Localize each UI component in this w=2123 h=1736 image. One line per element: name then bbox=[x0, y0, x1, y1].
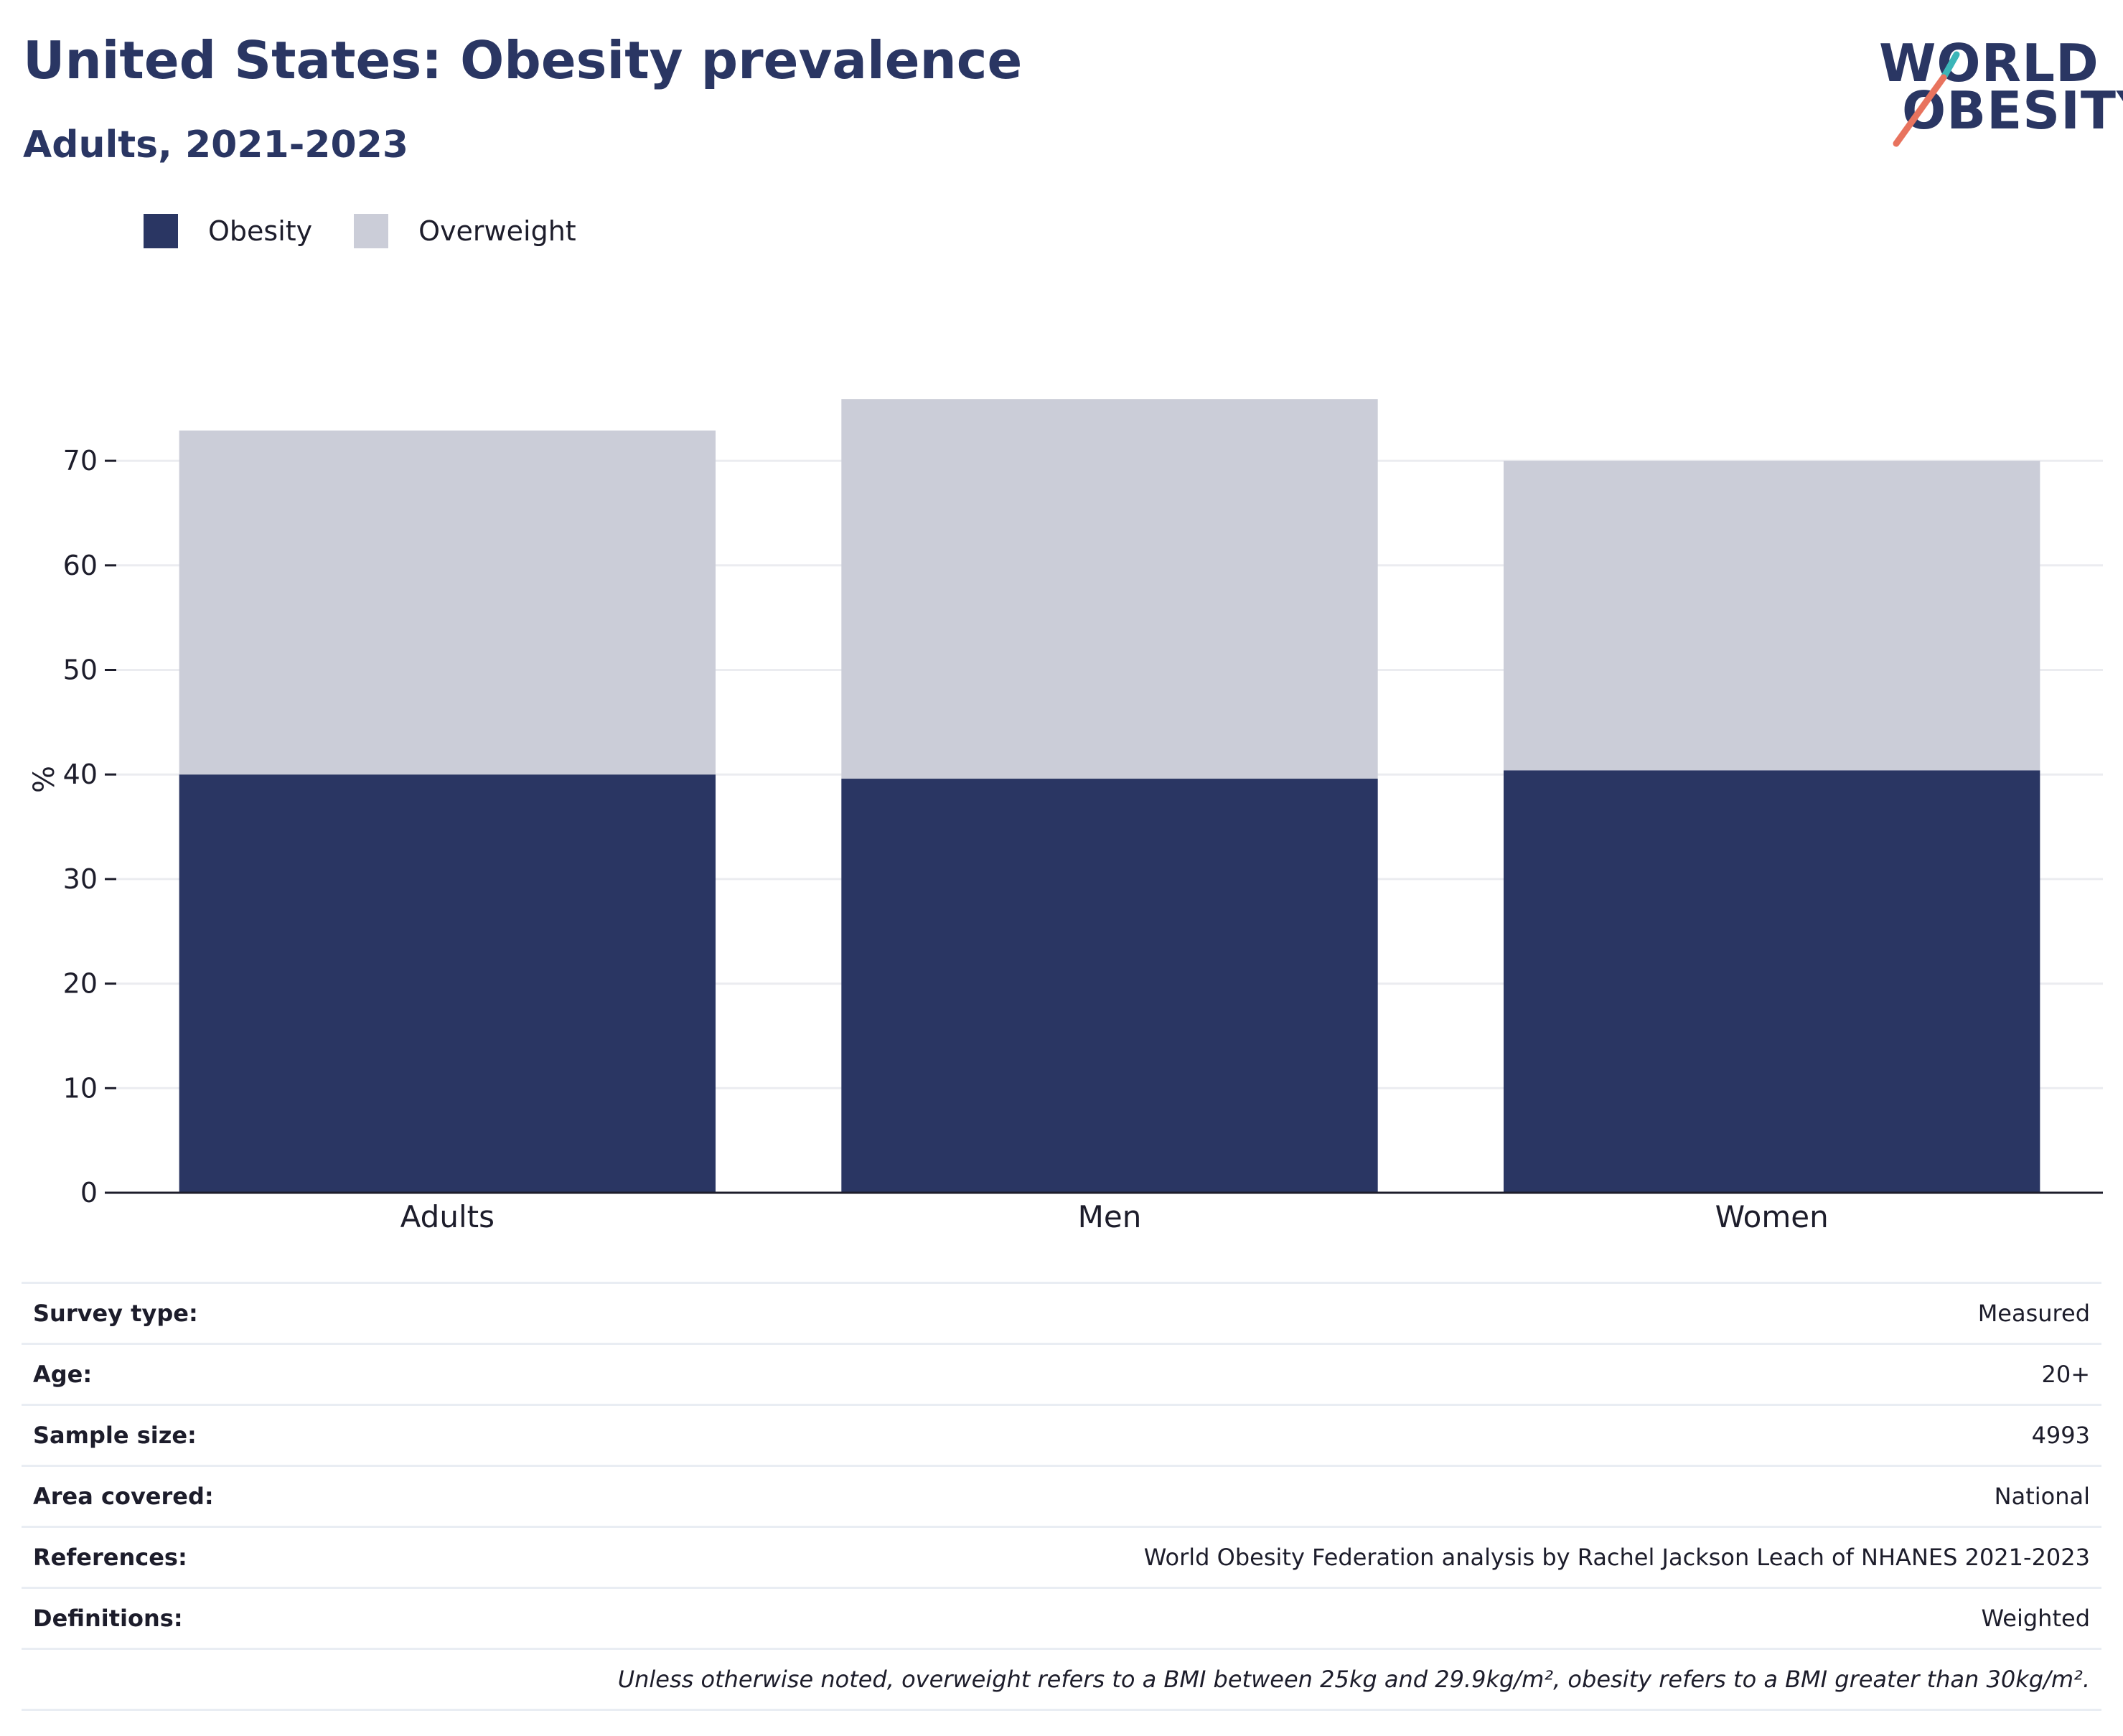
bars bbox=[179, 399, 2040, 1193]
legend-item-overweight[interactable]: Overweight bbox=[354, 214, 576, 248]
bar-obesity-women[interactable] bbox=[1503, 770, 2040, 1193]
metadata-label: Sample size: bbox=[33, 1422, 197, 1449]
y-tick-label: 50 bbox=[63, 654, 98, 686]
metadata-value: World Obesity Federation analysis by Rac… bbox=[1143, 1544, 2090, 1571]
metadata-row: References: World Obesity Federation anal… bbox=[22, 1526, 2101, 1587]
logo-word-obesity: OBESITY bbox=[1902, 80, 2123, 141]
legend-swatch-obesity bbox=[144, 214, 178, 248]
metadata-label: Age: bbox=[33, 1361, 93, 1388]
metadata-row: Age: 20+ bbox=[22, 1343, 2101, 1404]
bar-obesity-adults[interactable] bbox=[179, 774, 716, 1193]
metadata-value: Measured bbox=[1977, 1300, 2090, 1327]
bar-overweight-adults[interactable] bbox=[179, 430, 716, 775]
bar-overweight-women[interactable] bbox=[1503, 461, 2040, 771]
y-tick-label: 0 bbox=[80, 1177, 98, 1209]
legend: Obesity Overweight bbox=[144, 214, 618, 248]
x-tick-label: Men bbox=[1078, 1199, 1142, 1234]
metadata-label: Survey type: bbox=[33, 1300, 198, 1327]
legend-label-obesity: Obesity bbox=[208, 215, 313, 247]
metadata-value: Weighted bbox=[1981, 1605, 2090, 1632]
axes: 0 10 20 30 40 50 60 70 Adults Men Women bbox=[63, 445, 2103, 1234]
x-tick-label: Adults bbox=[400, 1199, 495, 1234]
y-tick-label: 60 bbox=[63, 550, 98, 581]
metadata-label: Definitions: bbox=[33, 1605, 183, 1632]
x-tick-label: Women bbox=[1715, 1199, 1829, 1234]
metadata-label: Area covered: bbox=[33, 1483, 214, 1510]
metadata-row: Sample size: 4993 bbox=[22, 1404, 2101, 1465]
stacked-bar-chart: 0 10 20 30 40 50 60 70 Adults Men Women % bbox=[28, 399, 2103, 1234]
y-tick-label: 40 bbox=[63, 759, 98, 790]
legend-item-obesity[interactable]: Obesity bbox=[144, 214, 312, 248]
metadata-value: National bbox=[1994, 1483, 2090, 1510]
legend-swatch-overweight bbox=[354, 214, 389, 248]
y-axis-title: % bbox=[28, 766, 61, 793]
definition-note: Unless otherwise noted, overweight refer… bbox=[22, 1648, 2101, 1711]
logo-slash-icon bbox=[1893, 51, 1960, 147]
y-tick-label: 30 bbox=[63, 863, 98, 895]
survey-metadata-table: Survey type: Measured Age: 20+ Sample size: 4… bbox=[22, 1282, 2101, 1711]
world-obesity-logo: WORLD OBESITY bbox=[1873, 29, 2123, 151]
metadata-value: 20+ bbox=[2041, 1361, 2090, 1388]
y-tick-label: 10 bbox=[63, 1072, 98, 1104]
y-tick-label: 20 bbox=[63, 968, 98, 1000]
metadata-label: References: bbox=[33, 1544, 187, 1571]
chart-subtitle: Adults, 2021-2023 bbox=[23, 123, 409, 166]
metadata-row: Definitions: Weighted bbox=[22, 1587, 2101, 1648]
y-tick-label: 70 bbox=[63, 445, 98, 477]
legend-label-overweight: Overweight bbox=[418, 215, 576, 247]
chart-title: United States: Obesity prevalence bbox=[23, 30, 1023, 90]
metadata-row: Area covered: National bbox=[22, 1465, 2101, 1526]
metadata-row: Survey type: Measured bbox=[22, 1282, 2101, 1343]
metadata-value: 4993 bbox=[2031, 1422, 2090, 1449]
logo-word-world: WORLD bbox=[1879, 33, 2099, 93]
bar-overweight-men[interactable] bbox=[841, 399, 1378, 779]
bar-obesity-men[interactable] bbox=[841, 779, 1378, 1193]
